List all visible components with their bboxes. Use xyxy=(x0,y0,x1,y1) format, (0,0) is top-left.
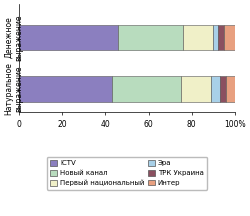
Bar xyxy=(220,76,226,102)
Bar xyxy=(224,25,235,51)
Bar xyxy=(19,76,112,102)
Bar xyxy=(19,25,118,51)
Bar xyxy=(112,76,181,102)
Bar xyxy=(181,76,211,102)
Bar xyxy=(211,76,220,102)
Bar xyxy=(226,76,235,102)
Bar xyxy=(118,25,183,51)
Legend: ICTV, Новый канал, Первый национальный, Эра, ТРК Украина, Интер: ICTV, Новый канал, Первый национальный, … xyxy=(47,157,207,190)
Bar xyxy=(214,25,218,51)
Bar xyxy=(218,25,224,51)
Bar xyxy=(183,25,214,51)
